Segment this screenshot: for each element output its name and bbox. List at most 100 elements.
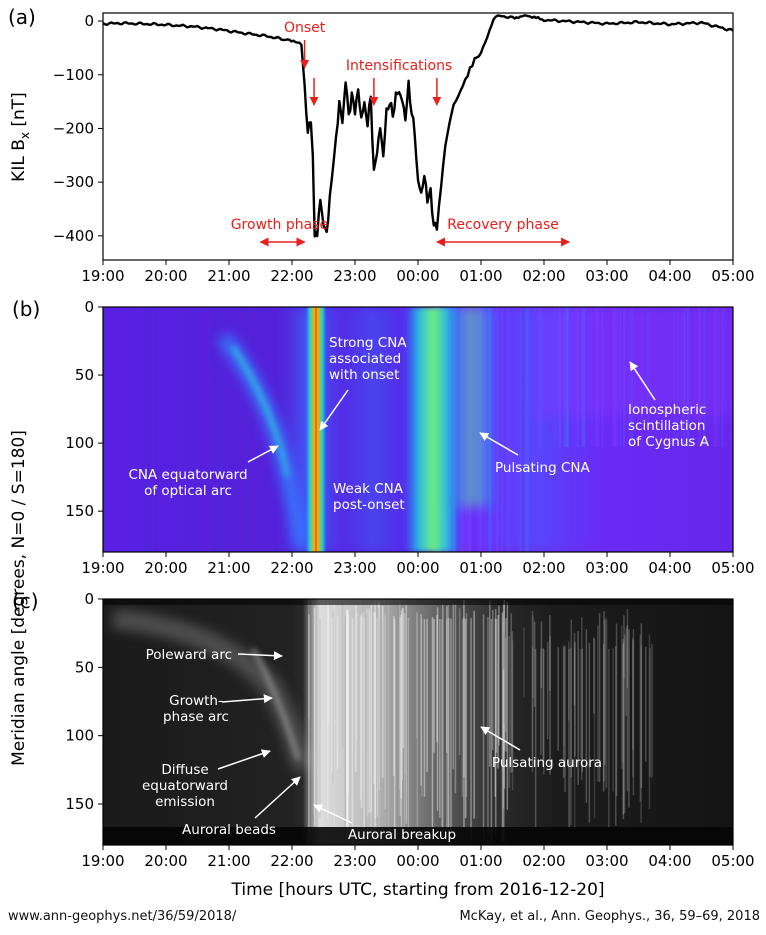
keogram-streak <box>450 618 452 845</box>
keogram-streak <box>415 611 418 739</box>
keogram-streak <box>531 647 534 768</box>
panel-a-y-tick-label: −300 <box>53 173 94 191</box>
auroral-breakup-arrow <box>313 804 353 824</box>
onset-annotation: Onset <box>284 20 326 36</box>
keogram-streak <box>651 644 653 778</box>
growth-phase-arc-annotation: Growth-phase arc <box>163 693 229 725</box>
keogram-streak <box>458 608 461 755</box>
keogram-streak <box>447 604 449 833</box>
keogram-streak <box>370 604 372 812</box>
riometer-streak <box>229 307 232 552</box>
keogram-streak <box>625 627 627 716</box>
keogram-streak <box>574 641 576 757</box>
riometer-streak <box>120 307 123 552</box>
riometer-streak <box>200 307 203 552</box>
panel-b-y-tick-label: 150 <box>65 502 94 520</box>
riometer-streak <box>113 307 115 552</box>
keogram-streak <box>505 618 507 752</box>
panel-a-x-tick-label: 05:00 <box>711 267 754 285</box>
panel-b-y-tick-label: 50 <box>75 366 94 384</box>
riometer-streak <box>154 307 157 552</box>
riometer-streak <box>145 307 149 552</box>
keogram-streak <box>399 601 401 791</box>
diffuse-emission-arrow <box>217 749 271 770</box>
keogram-streak <box>492 609 494 751</box>
keogram-streak <box>313 606 315 815</box>
keogram-streak <box>502 605 505 809</box>
keogram-streak <box>626 609 629 688</box>
keogram-streak <box>355 605 357 772</box>
riometer-streak <box>106 307 108 552</box>
keogram-streak <box>497 615 499 769</box>
riometer-streak <box>215 307 219 552</box>
intensifications-annotation: Intensifications <box>346 58 452 74</box>
keogram-streak <box>391 611 393 816</box>
panel-a-x-tick-label: 00:00 <box>396 267 439 285</box>
keogram-streak <box>505 637 507 732</box>
keogram-streak <box>454 604 457 794</box>
cna-equatorward-annotation: CNA equatorward of optical arc <box>128 467 247 499</box>
keogram-streak <box>531 611 534 773</box>
keogram-streak <box>341 601 344 749</box>
keogram-streak <box>593 639 596 819</box>
keogram-streak <box>606 619 608 787</box>
panel-b-annotations: CNA equatorward of optical arc Strong CNA a… <box>128 335 709 513</box>
keogram-streak <box>557 647 559 751</box>
keogram-streak <box>346 609 348 840</box>
growth-phase-arc-arrow <box>221 694 273 704</box>
keogram-streak <box>319 618 321 818</box>
growth-phase-annotation: Growth phase <box>231 217 328 233</box>
keogram-streak <box>640 623 643 788</box>
riometer-streak <box>221 307 224 552</box>
keogram-streak <box>351 618 354 753</box>
keogram-streak <box>407 617 410 830</box>
keogram-streak <box>603 611 605 782</box>
panel-b-x-tick-label: 22:00 <box>270 559 313 577</box>
panel-c-y-tick-label: 100 <box>65 727 94 745</box>
keogram-streak <box>436 615 438 742</box>
riometer-streak <box>207 307 210 552</box>
keogram-streak <box>579 649 581 759</box>
keogram-streak <box>542 648 544 761</box>
keogram-streak <box>362 606 364 837</box>
keogram-streak <box>405 605 407 824</box>
panel-b-x-tick-label: 23:00 <box>333 559 376 577</box>
keogram-streak <box>503 609 505 669</box>
panel-c-x-tick-label: 04:00 <box>648 852 691 870</box>
keogram-streak <box>622 645 624 763</box>
strong-cna-annotation: Strong CNA associated with onset <box>329 335 407 383</box>
keogram-streak <box>347 618 349 831</box>
panel-b-ticks: 19:00 20:00 21:00 22:00 23:00 00:00 01:00 02:00… <box>65 298 754 577</box>
riometer-streak <box>192 307 195 552</box>
panel-b-x-tick-label: 02:00 <box>522 559 565 577</box>
keogram-streak <box>365 614 367 836</box>
keogram-streak <box>333 602 335 830</box>
keogram-streak <box>384 618 386 778</box>
keogram-streak <box>376 617 379 817</box>
keogram-streak <box>308 599 310 719</box>
keogram-streak <box>331 618 333 772</box>
auroral-beads-annotation: Auroral beads <box>182 822 276 838</box>
riometer-streak <box>183 307 186 552</box>
keogram-streak <box>511 640 514 791</box>
keogram-streak <box>400 610 403 832</box>
panel-c-y-tick-label: 150 <box>65 795 94 813</box>
keogram-streak <box>540 621 543 688</box>
keogram-streak <box>568 648 570 828</box>
keogram-streak <box>336 616 339 770</box>
keogram-streak <box>446 606 448 753</box>
keogram-streak <box>523 627 525 697</box>
keogram-streak <box>461 618 464 797</box>
keogram-streak <box>387 600 390 828</box>
keogram-streak <box>463 617 465 778</box>
riometer-streak <box>144 307 148 552</box>
keogram-streak <box>360 613 363 809</box>
keogram-streak <box>632 629 635 796</box>
panel-a-ylabel: KIL Bx [nT] <box>9 92 32 182</box>
keogram-streak <box>645 646 647 762</box>
keogram-streak <box>577 631 579 785</box>
auroral-beads-arrow <box>254 776 301 819</box>
panel-c-x-tick-label: 05:00 <box>711 852 754 870</box>
keogram-streak <box>442 604 444 835</box>
keogram-streak <box>503 599 506 789</box>
